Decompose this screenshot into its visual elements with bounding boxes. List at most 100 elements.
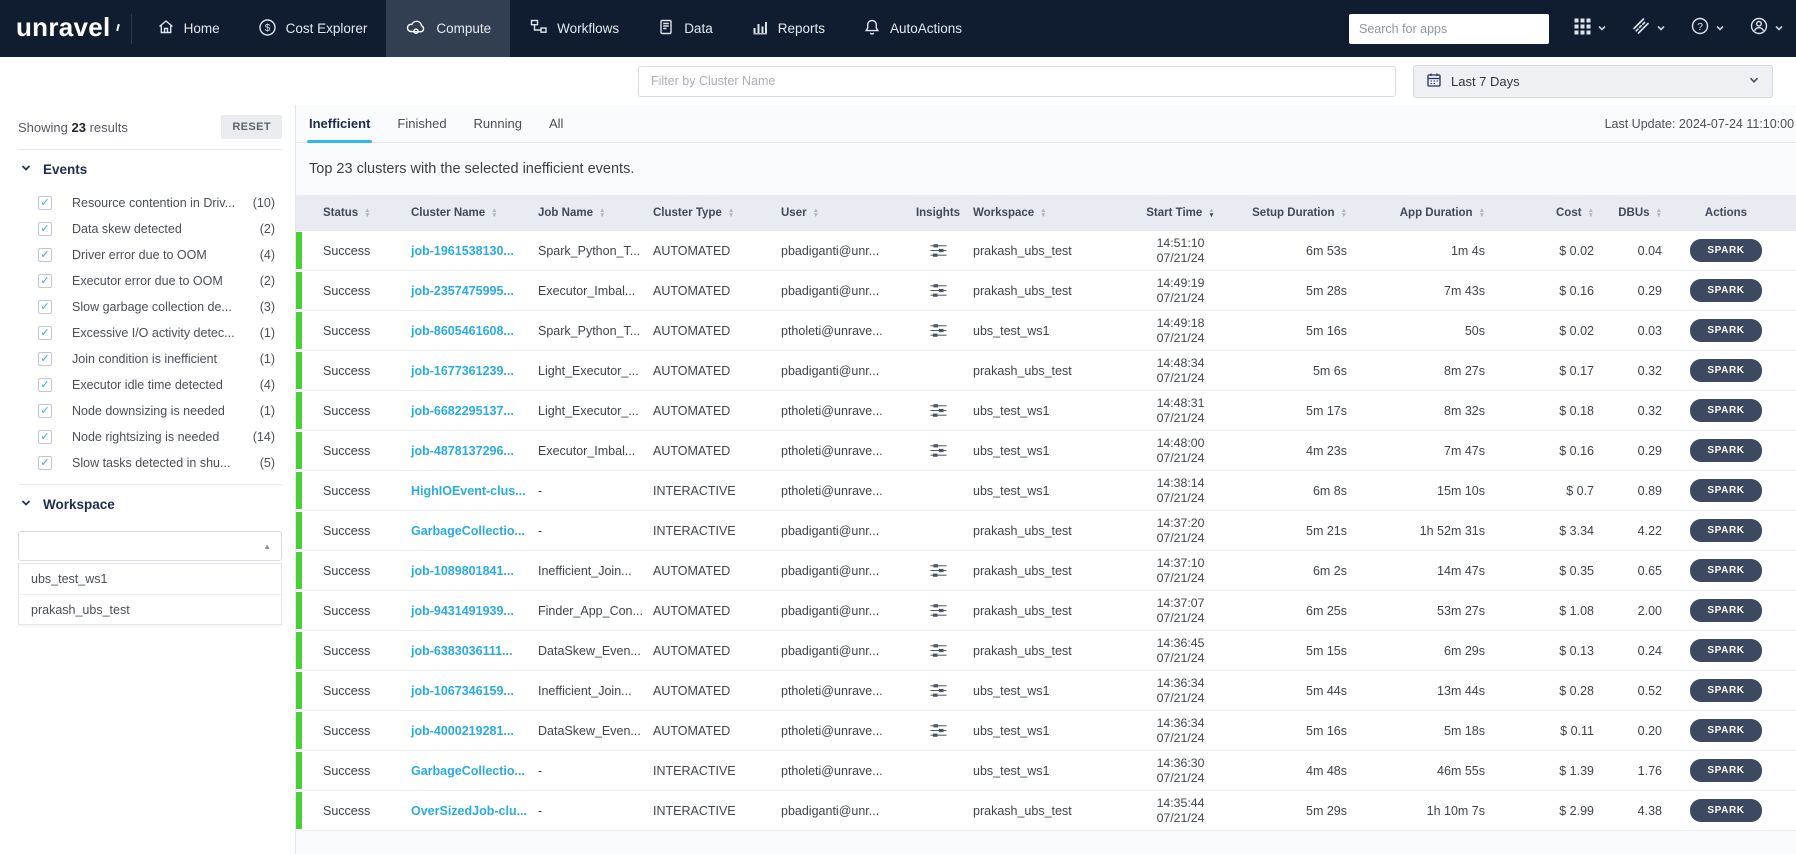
column-header-user[interactable]: User ▲ ▼: [781, 207, 820, 219]
event-filter-item[interactable]: ✓ Resource contention in Driv... (10): [18, 190, 275, 216]
unravel-logo[interactable]: unravel: [0, 12, 131, 45]
nav-item-cost-explorer[interactable]: $ Cost Explorer: [239, 0, 387, 57]
insights-icon[interactable]: [929, 643, 948, 658]
spark-button[interactable]: SPARK: [1690, 319, 1762, 342]
cluster-name-link[interactable]: HighIOEvent-clus...: [411, 483, 526, 498]
event-filter-item[interactable]: ✓ Executor error due to OOM (2): [18, 268, 275, 294]
spark-button[interactable]: SPARK: [1690, 399, 1762, 422]
events-section-header[interactable]: Events: [18, 150, 295, 188]
cluster-name-link[interactable]: job-2357475995...: [411, 283, 514, 298]
spark-button[interactable]: SPARK: [1690, 559, 1762, 582]
checkbox-checked-icon[interactable]: ✓: [38, 274, 52, 288]
spark-button[interactable]: SPARK: [1690, 479, 1762, 502]
checkbox-checked-icon[interactable]: ✓: [38, 222, 52, 236]
cluster-name-link[interactable]: job-4878137296...: [411, 443, 514, 458]
tab-finished[interactable]: Finished: [397, 116, 447, 131]
spark-button[interactable]: SPARK: [1690, 639, 1762, 662]
insights-icon[interactable]: [929, 563, 948, 578]
column-header-status[interactable]: Status ▲ ▼: [323, 207, 371, 219]
workspace-select[interactable]: ▲: [18, 531, 282, 561]
event-filter-item[interactable]: ✓ Slow garbage collection de... (3): [18, 294, 275, 320]
column-header-cluster-type[interactable]: Cluster Type ▲ ▼: [653, 207, 735, 219]
date-range-picker[interactable]: Last 7 Days: [1413, 64, 1773, 98]
column-header-workspace[interactable]: Workspace ▲ ▼: [973, 207, 1047, 219]
spark-button[interactable]: SPARK: [1690, 439, 1762, 462]
spark-button[interactable]: SPARK: [1690, 239, 1762, 262]
column-header-app-duration[interactable]: App Duration ▲ ▼: [1399, 207, 1485, 219]
column-header-actions[interactable]: Actions: [1704, 207, 1748, 219]
insights-icon[interactable]: [929, 443, 948, 458]
checkbox-checked-icon[interactable]: ✓: [38, 352, 52, 366]
checkbox-checked-icon[interactable]: ✓: [38, 196, 52, 210]
checkbox-checked-icon[interactable]: ✓: [38, 326, 52, 340]
cluster-name-link[interactable]: job-6682295137...: [411, 403, 514, 418]
spark-button[interactable]: SPARK: [1690, 519, 1762, 542]
spark-button[interactable]: SPARK: [1690, 359, 1762, 382]
cluster-name-link[interactable]: job-1961538130...: [411, 243, 514, 258]
event-filter-item[interactable]: ✓ Driver error due to OOM (4): [18, 242, 275, 268]
spark-button[interactable]: SPARK: [1690, 599, 1762, 622]
cluster-name-link[interactable]: job-1089801841...: [411, 563, 514, 578]
column-header-dbus[interactable]: DBUs ▲ ▼: [1618, 207, 1662, 219]
checkbox-checked-icon[interactable]: ✓: [38, 430, 52, 444]
event-filter-item[interactable]: ✓ Data skew detected (2): [18, 216, 275, 242]
insights-icon[interactable]: [929, 723, 948, 738]
tab-inefficient[interactable]: Inefficient: [306, 105, 373, 143]
tab-running[interactable]: Running: [473, 116, 522, 131]
column-header-cluster-name[interactable]: Cluster Name ▲ ▼: [411, 207, 498, 219]
cluster-name-link[interactable]: GarbageCollectio...: [411, 523, 525, 538]
cluster-name-link[interactable]: job-8605461608...: [411, 323, 514, 338]
event-filter-item[interactable]: ✓ Executor idle time detected (4): [18, 372, 275, 398]
workspace-option[interactable]: ubs_test_ws1: [31, 572, 108, 586]
cluster-name-link[interactable]: GarbageCollectio...: [411, 763, 525, 778]
insights-icon[interactable]: [929, 283, 948, 298]
reset-filters-button[interactable]: RESET: [221, 115, 282, 139]
spark-button[interactable]: SPARK: [1690, 279, 1762, 302]
checkbox-checked-icon[interactable]: ✓: [38, 404, 52, 418]
event-filter-item[interactable]: ✓ Excessive I/O activity detec... (1): [18, 320, 275, 346]
cluster-name-link[interactable]: job-1677361239...: [411, 363, 514, 378]
tab-all[interactable]: All: [548, 116, 564, 131]
column-header-job-name[interactable]: Job Name ▲ ▼: [538, 207, 606, 219]
insights-icon[interactable]: [929, 403, 948, 418]
column-header-setup-duration[interactable]: Setup Duration ▲ ▼: [1252, 207, 1347, 219]
column-header-start-time[interactable]: Start Time ▲ ▼: [1146, 207, 1215, 219]
checkbox-checked-icon[interactable]: ✓: [38, 300, 52, 314]
spark-button[interactable]: SPARK: [1690, 679, 1762, 702]
checkbox-checked-icon[interactable]: ✓: [38, 456, 52, 470]
spark-button[interactable]: SPARK: [1690, 759, 1762, 782]
cluster-name-link[interactable]: job-1067346159...: [411, 683, 514, 698]
tools-menu[interactable]: [1631, 16, 1666, 41]
cluster-name-link[interactable]: job-9431491939...: [411, 603, 514, 618]
spark-button[interactable]: SPARK: [1690, 719, 1762, 742]
checkbox-checked-icon[interactable]: ✓: [38, 248, 52, 262]
event-filter-item[interactable]: ✓ Node rightsizing is needed (14): [18, 424, 275, 450]
user-menu[interactable]: [1749, 16, 1784, 41]
insights-icon[interactable]: [929, 603, 948, 618]
insights-icon[interactable]: [929, 243, 948, 258]
event-filter-item[interactable]: ✓ Join condition is inefficient (1): [18, 346, 275, 372]
column-header-insights[interactable]: Insights: [915, 207, 961, 219]
spark-button[interactable]: SPARK: [1690, 799, 1762, 822]
apps-search-input[interactable]: [1349, 13, 1549, 44]
apps-grid-menu[interactable]: [1573, 17, 1607, 41]
nav-item-compute[interactable]: Compute: [386, 0, 511, 57]
cluster-name-filter-input[interactable]: [638, 65, 1396, 97]
nav-item-workflows[interactable]: Workflows: [510, 0, 638, 57]
workspace-section-header[interactable]: Workspace: [18, 485, 295, 523]
event-filter-item[interactable]: ✓ Slow tasks detected in shu... (5): [18, 450, 275, 476]
insights-icon[interactable]: [929, 683, 948, 698]
nav-item-autoactions[interactable]: AutoActions: [844, 0, 981, 57]
column-header-cost[interactable]: Cost ▲ ▼: [1556, 207, 1594, 219]
help-menu[interactable]: ?: [1690, 16, 1725, 41]
checkbox-checked-icon[interactable]: ✓: [38, 378, 52, 392]
cluster-name-link[interactable]: job-4000219281...: [411, 723, 514, 738]
insights-icon[interactable]: [929, 323, 948, 338]
nav-item-data[interactable]: Data: [638, 0, 732, 57]
nav-item-home[interactable]: Home: [138, 0, 239, 57]
workspace-option[interactable]: prakash_ubs_test: [19, 594, 281, 624]
cluster-name-link[interactable]: OverSizedJob-clu...: [411, 803, 528, 818]
event-filter-item[interactable]: ✓ Node downsizing is needed (1): [18, 398, 275, 424]
cluster-name-link[interactable]: job-6383036111...: [411, 643, 513, 658]
nav-item-reports[interactable]: Reports: [732, 0, 844, 57]
